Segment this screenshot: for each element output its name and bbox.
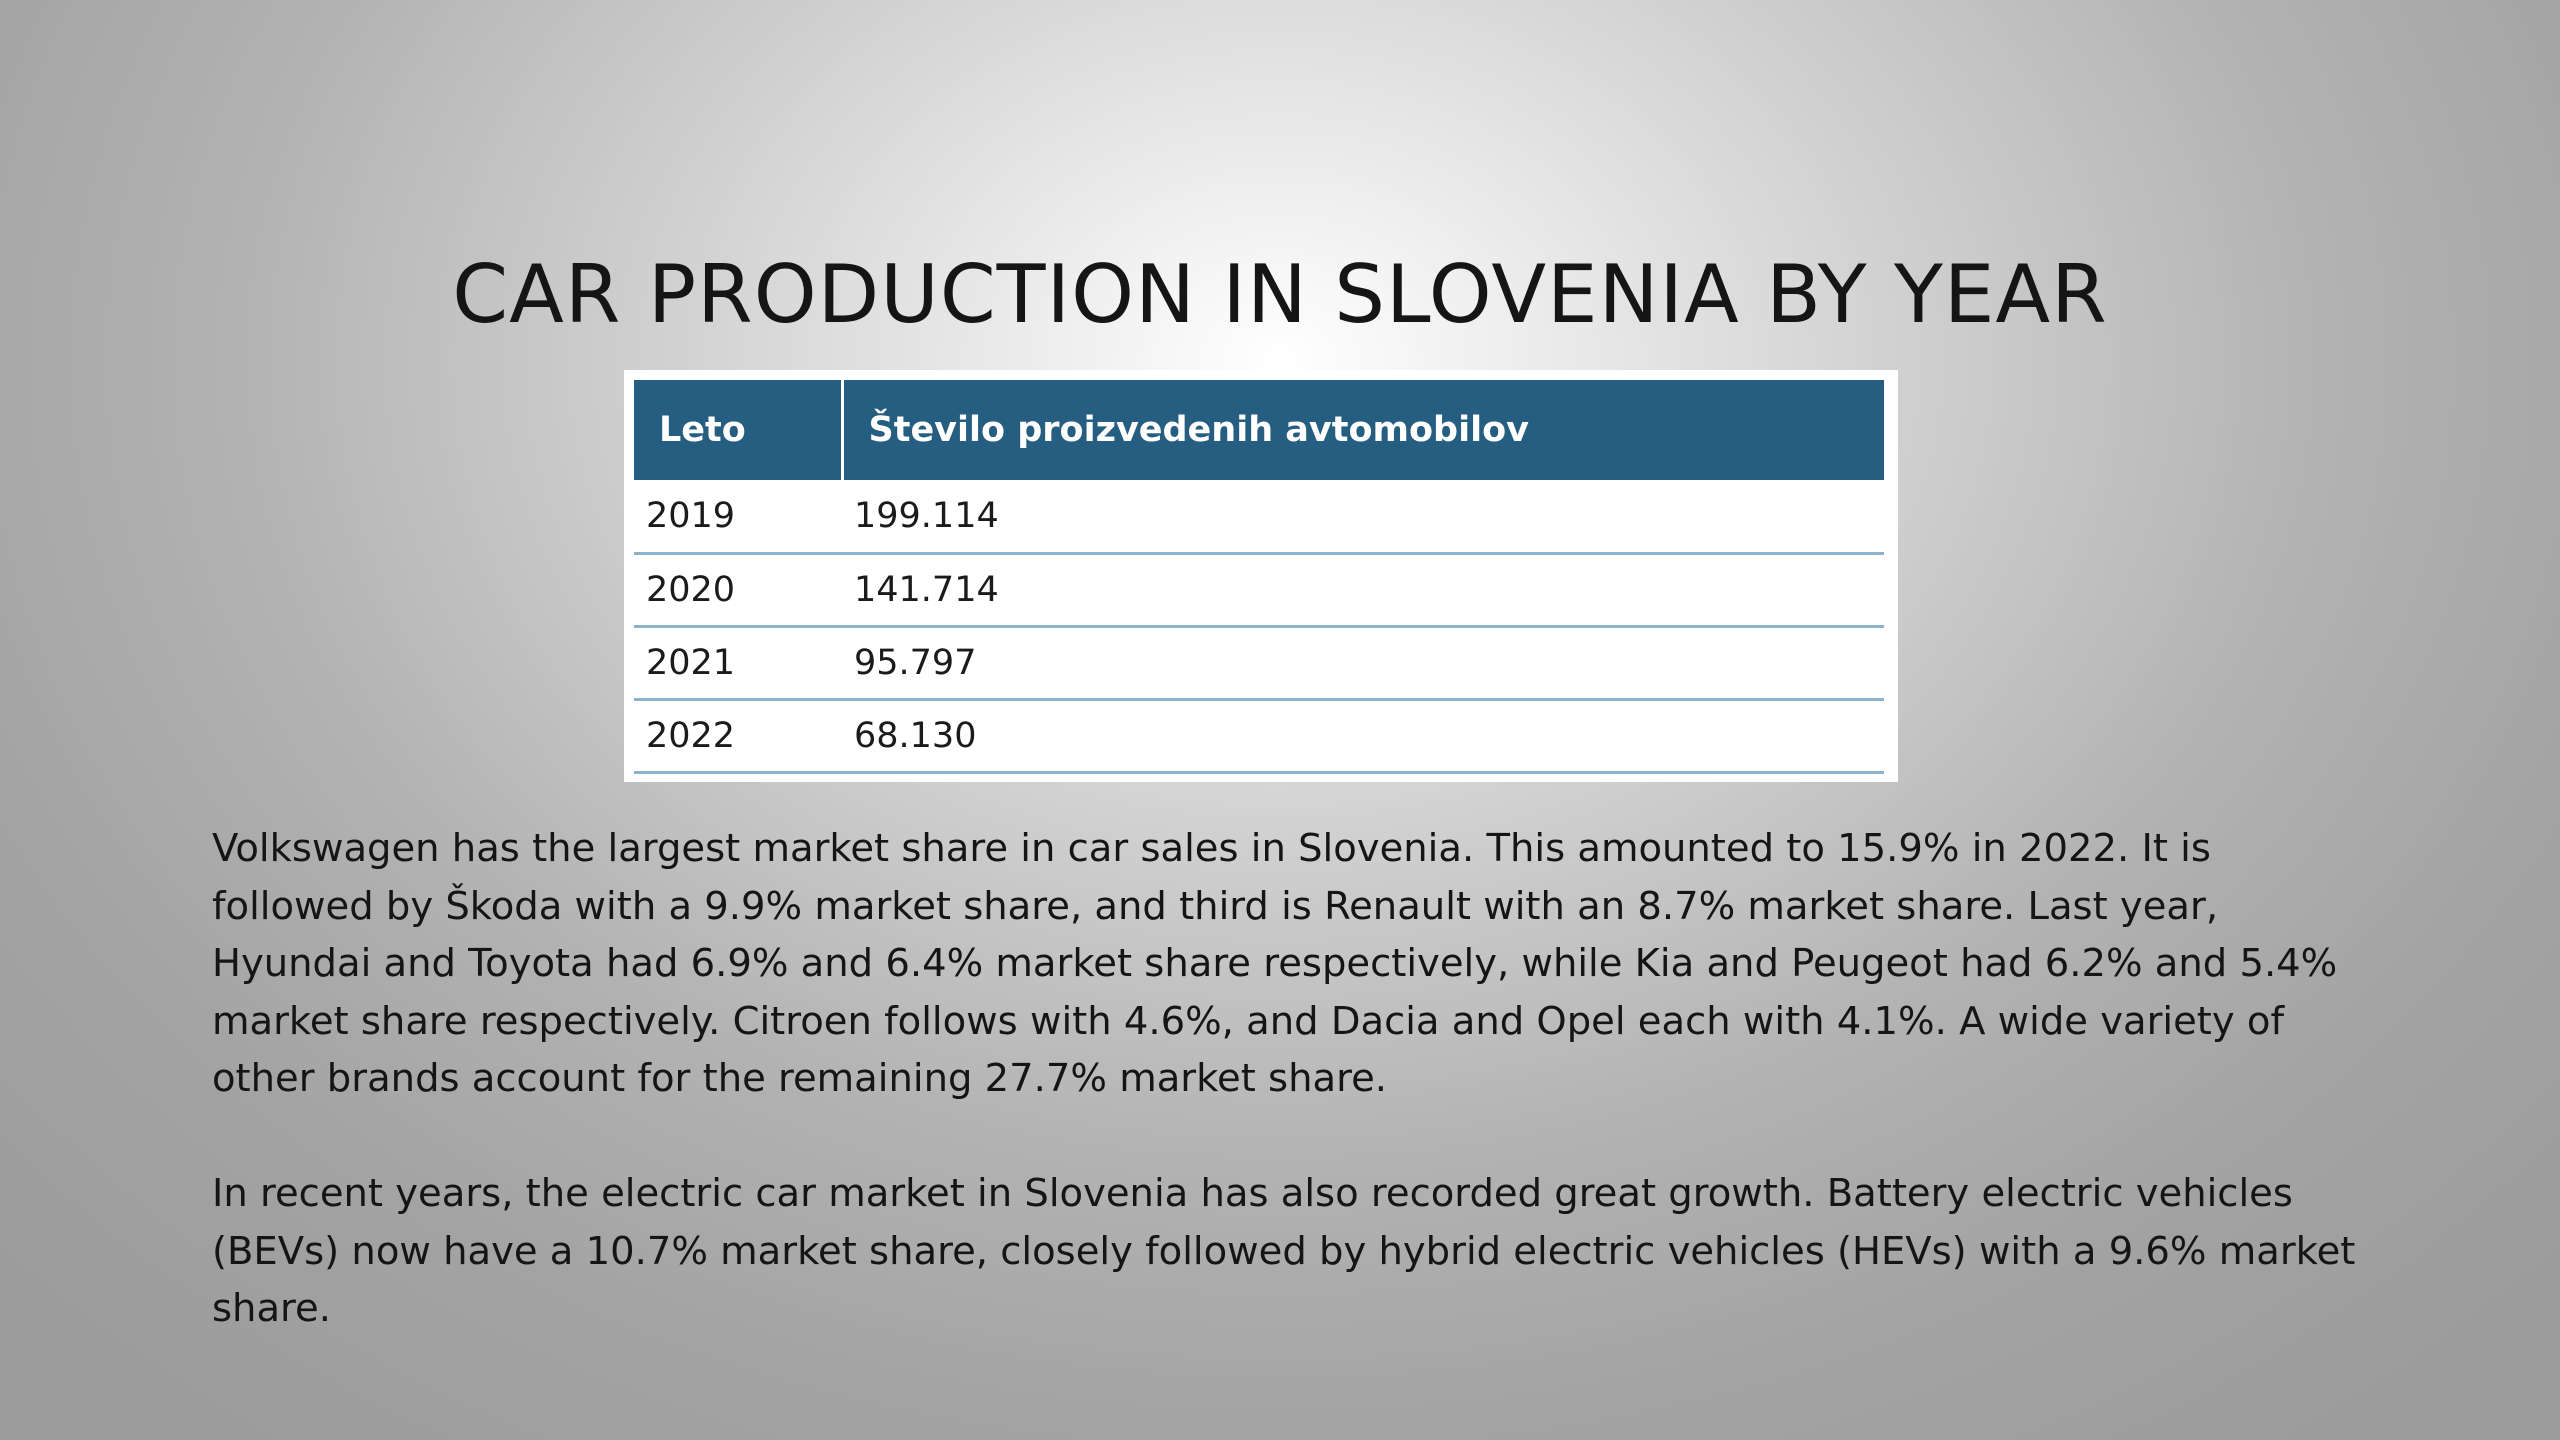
cell-count: 141.714 [842,553,1884,628]
production-table: Leto Število proizvedenih avtomobilov 20… [634,380,1884,774]
table-row: 2019 199.114 [634,480,1884,555]
table-row: 2020 141.714 [634,553,1884,628]
paragraph-market-share: Volkswagen has the largest market share … [212,826,2338,1101]
cell-year: 2019 [634,480,842,555]
paragraph-electric-market: In recent years, the electric car market… [212,1171,2356,1331]
cell-count: 199.114 [842,480,1884,555]
cell-year: 2022 [634,699,842,774]
table-header-row: Leto Število proizvedenih avtomobilov [634,380,1884,480]
cell-count: 95.797 [842,626,1884,701]
slide-title: CAR PRODUCTION IN SLOVENIA BY YEAR [452,248,2108,341]
column-header-year: Leto [634,380,844,480]
cell-year: 2020 [634,553,842,628]
cell-count: 68.130 [842,699,1884,774]
column-header-count: Število proizvedenih avtomobilov [842,380,1884,480]
production-table-card: Leto Število proizvedenih avtomobilov 20… [624,370,1898,782]
table-row: 2022 68.130 [634,699,1884,774]
body-text: Volkswagen has the largest market share … [212,820,2362,1338]
table-row: 2021 95.797 [634,626,1884,701]
cell-year: 2021 [634,626,842,701]
